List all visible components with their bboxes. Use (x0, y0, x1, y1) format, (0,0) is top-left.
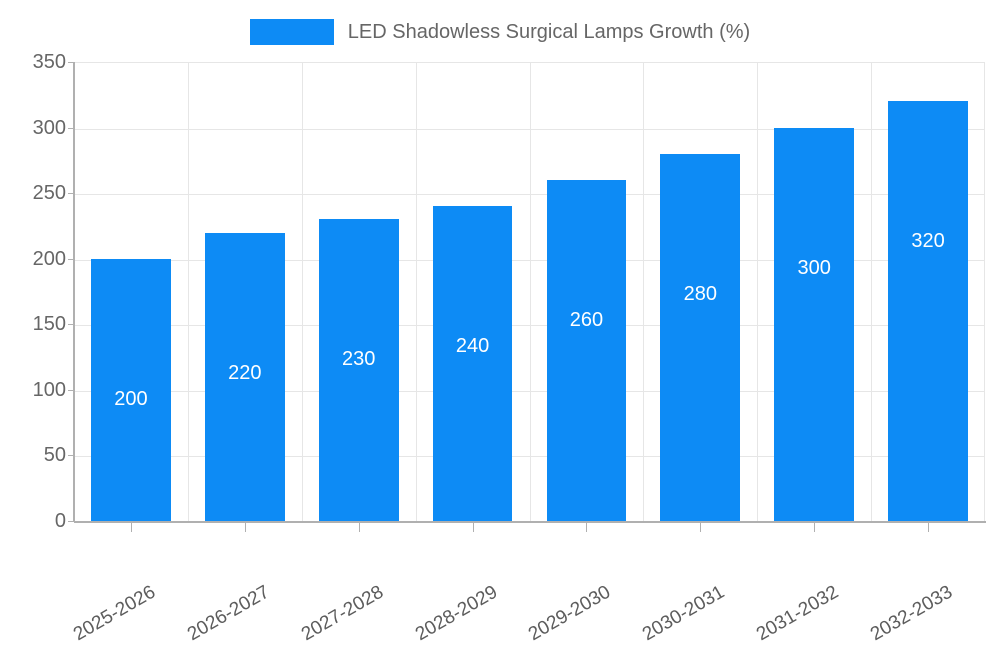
plot-area: 200 220 230 240 260 280 300 320 (74, 62, 985, 521)
bar[interactable]: 230 (318, 219, 399, 521)
bar-value-label: 300 (797, 256, 831, 279)
x-gridline (871, 63, 872, 521)
x-axis-line (74, 521, 986, 523)
x-axis-tick-label-text: 2027-2028 (297, 581, 387, 645)
y-axis-tick-mark (68, 389, 75, 391)
bar[interactable]: 300 (774, 127, 855, 521)
y-gridline (74, 456, 984, 458)
x-axis-tick-mark (814, 523, 815, 532)
y-axis-tick-label: 150 (32, 313, 66, 336)
bar-value-label: 200 (114, 387, 148, 410)
y-axis-tick-label: 200 (32, 247, 66, 270)
y-axis-line (73, 62, 75, 522)
x-axis-tick-mark (928, 523, 929, 532)
x-axis-tick-label-text: 2032-2033 (867, 581, 957, 645)
legend-label: LED Shadowless Surgical Lamps Growth (%) (347, 21, 751, 43)
y-gridline (74, 128, 984, 130)
x-gridline (757, 63, 758, 521)
x-axis-tick-label: 2032-2033 (867, 537, 1000, 645)
x-axis-tick-label: 2025-2026 (70, 537, 237, 645)
x-axis-tick-label-text: 2031-2032 (753, 581, 843, 645)
x-gridline (302, 63, 303, 521)
x-axis-tick-label: 2027-2028 (298, 537, 465, 645)
x-axis-tick-mark (473, 523, 474, 532)
y-axis-tick-label: 100 (32, 378, 66, 401)
x-axis-tick-label-text: 2029-2030 (525, 581, 615, 645)
bar[interactable]: 240 (432, 206, 513, 521)
x-axis-tick-mark (131, 523, 132, 532)
y-axis-tick-labels: 0 50 100 150 200 250 300 350 (0, 0, 75, 600)
x-gridline (643, 63, 644, 521)
y-axis-tick-label: 300 (32, 116, 66, 139)
x-axis-tick-label: 2030-2031 (639, 537, 806, 645)
x-axis-tick-label-text: 2030-2031 (639, 581, 729, 645)
x-gridline (188, 63, 189, 521)
x-axis-tick-label-text: 2028-2029 (411, 581, 501, 645)
bar[interactable]: 260 (546, 180, 627, 521)
bar-value-label: 320 (911, 230, 945, 253)
bar-value-label: 230 (341, 348, 376, 371)
y-gridline (74, 390, 984, 392)
x-axis-tick-label: 2029-2030 (525, 537, 693, 645)
bar[interactable]: 320 (888, 101, 968, 521)
x-gridline (416, 63, 417, 521)
y-axis-tick-mark (68, 455, 75, 457)
x-axis-tick-label: 2031-2032 (753, 537, 920, 645)
chart-legend[interactable]: LED Shadowless Surgical Lamps Growth (%) (0, 14, 1000, 50)
bar-value-label: 280 (683, 282, 717, 305)
y-axis-tick-mark (68, 127, 75, 129)
x-axis-tick-mark (245, 523, 246, 532)
x-gridline (530, 63, 531, 521)
bar-value-label: 220 (228, 361, 262, 384)
x-axis-tick-label: 2026-2027 (184, 537, 351, 645)
y-axis-tick-mark (68, 62, 75, 63)
y-gridline (74, 325, 984, 327)
bar[interactable]: 220 (204, 232, 285, 521)
x-axis-tick-label: 2028-2029 (412, 537, 579, 645)
bar-value-label: 240 (455, 335, 490, 358)
y-axis-tick-label: 50 (43, 444, 66, 467)
y-axis-tick-label: 0 (54, 510, 66, 532)
y-axis-tick-label: 350 (32, 51, 66, 73)
y-axis-tick-mark (68, 193, 75, 195)
y-axis-tick-label: 250 (32, 182, 66, 205)
y-axis-tick-mark (68, 258, 75, 260)
bar[interactable]: 280 (660, 153, 741, 521)
y-gridline (74, 259, 984, 261)
y-axis-tick-mark (68, 521, 75, 522)
bar[interactable]: 200 (91, 258, 171, 521)
x-axis-tick-mark (586, 523, 587, 532)
x-axis-tick-label-text: 2025-2026 (69, 581, 160, 645)
x-axis-tick-mark (359, 523, 360, 532)
x-axis-tick-label-text: 2026-2027 (183, 581, 273, 645)
y-gridline (74, 194, 984, 196)
y-axis-tick-mark (68, 324, 75, 326)
bar-value-label: 260 (569, 309, 604, 332)
legend-color-swatch (249, 19, 334, 45)
x-axis-tick-mark (700, 523, 701, 532)
